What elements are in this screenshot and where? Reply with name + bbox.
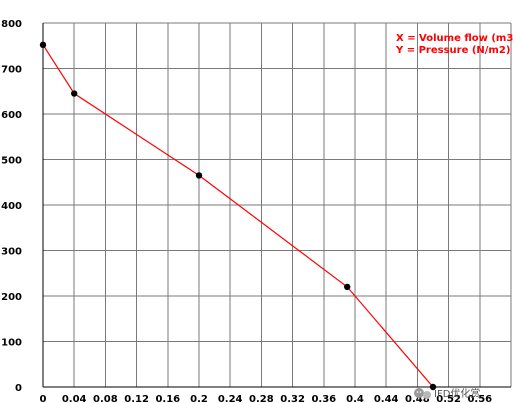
wechat-icon xyxy=(414,388,431,399)
data-point xyxy=(195,172,203,179)
x-tick-label: 0.16 xyxy=(155,394,180,403)
x-tick-label: 0.12 xyxy=(124,394,149,403)
y-tick-label: 0 xyxy=(15,383,22,394)
data-point xyxy=(344,283,351,291)
y-tick-label: 300 xyxy=(1,247,22,258)
y-tick-label: 500 xyxy=(1,156,22,167)
y-tick-label: 100 xyxy=(1,338,22,349)
y-tick-label: 200 xyxy=(1,292,22,303)
x-tick-label: 0 xyxy=(40,394,47,403)
y-tick-label: 400 xyxy=(1,201,22,212)
x-tick-label: 0.04 xyxy=(62,394,87,403)
x-tick-label: 0.56 xyxy=(467,394,492,403)
data-point xyxy=(39,41,47,49)
x-tick-label: 0.32 xyxy=(280,394,305,403)
x-tick-label: 0.48 xyxy=(405,394,430,403)
y-tick-label: 800 xyxy=(1,19,22,30)
legend: X = Volume flow (m3/Y = Pressure (N/m2) xyxy=(395,33,513,56)
y-tick-label: 600 xyxy=(1,110,22,121)
x-tick-label: 0.36 xyxy=(311,394,336,403)
y-tick-labels: 0 100 200 300 400 500 600 700 800 xyxy=(1,19,22,394)
legend-entry: Y = Pressure (N/m2) xyxy=(395,45,510,56)
x-tick-label: 0.2 xyxy=(190,394,208,403)
watermark: IFD优化赏 xyxy=(414,387,480,400)
series-line xyxy=(42,44,434,388)
grid xyxy=(43,22,512,387)
data-point xyxy=(429,383,437,391)
y-tick-label: 700 xyxy=(1,65,22,76)
x-tick-label: 0.44 xyxy=(374,394,399,403)
legend-entry: X = Volume flow (m3/ xyxy=(396,33,513,44)
x-tick-label: 0.4 xyxy=(346,394,364,403)
x-tick-labels: 0 0.04 0.08 0.12 0.16 0.2 0.24 0.28 0.32 0.36 0.4 0… xyxy=(40,394,493,403)
series xyxy=(39,41,437,391)
x-tick-label: 0.52 xyxy=(436,394,461,403)
data-point xyxy=(71,90,78,97)
watermark-label: IFD优化赏 xyxy=(434,387,480,400)
x-tick-label: 0.24 xyxy=(218,394,243,403)
x-tick-label: 0.28 xyxy=(249,394,274,403)
x-tick-label: 0.08 xyxy=(93,394,118,403)
